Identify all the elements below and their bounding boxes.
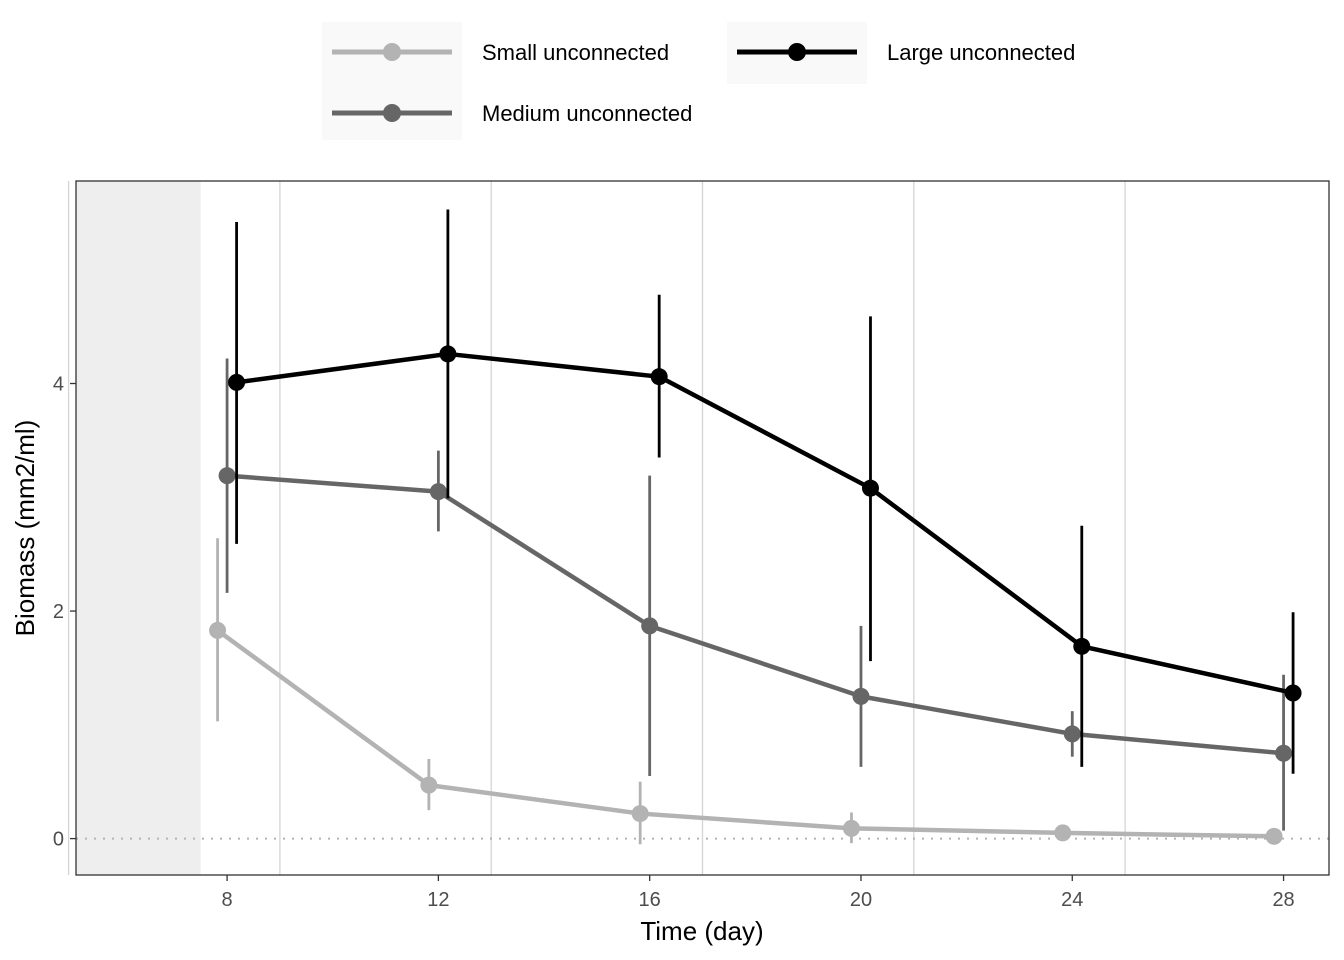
data-point <box>641 617 659 635</box>
legend-label-small: Small unconnected <box>482 40 669 65</box>
data-point <box>429 483 447 501</box>
data-point <box>228 373 246 391</box>
legend-key-large-point <box>788 43 806 61</box>
vertical-gridlines <box>67 181 1126 875</box>
series-large-unconnected <box>228 209 1302 774</box>
x-tick-label: 28 <box>1272 889 1294 911</box>
legend-key-small-point <box>383 43 401 61</box>
y-axis: 0 2 4 <box>53 374 76 851</box>
series-line <box>236 351 1294 696</box>
data-point <box>420 776 438 794</box>
legend-key-medium-point <box>383 104 401 122</box>
shaded-region <box>76 181 201 875</box>
data-point <box>842 819 860 837</box>
legend-label-medium: Medium unconnected <box>482 101 692 126</box>
data-point <box>1275 744 1293 762</box>
x-axis: 8 12 16 20 24 28 <box>222 875 1295 911</box>
x-tick-label: 16 <box>639 889 661 911</box>
plot-panel <box>67 180 1330 876</box>
data-point <box>631 805 649 823</box>
legend-item-medium: Medium unconnected <box>322 84 692 140</box>
data-point <box>852 687 870 705</box>
panel-border <box>75 180 1330 876</box>
legend-label-large: Large unconnected <box>887 40 1075 65</box>
data-point <box>209 621 227 639</box>
data-point <box>1265 827 1283 845</box>
legend-item-large: Large unconnected <box>727 22 1075 84</box>
y-tick-label: 2 <box>53 601 64 623</box>
y-tick-label: 4 <box>53 374 64 396</box>
data-point <box>1073 637 1091 655</box>
y-axis-title: Biomass (mm2/ml) <box>10 420 40 637</box>
series-line <box>226 473 1284 756</box>
legend-item-small: Small unconnected <box>322 22 669 84</box>
data-point <box>1054 824 1072 842</box>
data-point <box>1063 725 1081 743</box>
y-tick-label: 0 <box>53 829 64 851</box>
data-point <box>650 368 668 386</box>
series-medium-unconnected <box>218 358 1293 831</box>
x-tick-label: 8 <box>222 889 233 911</box>
x-tick-label: 12 <box>427 889 449 911</box>
series-small-unconnected <box>209 538 1283 845</box>
data-point <box>439 345 457 363</box>
data-point <box>218 467 236 485</box>
x-tick-label: 20 <box>850 889 872 911</box>
data-point <box>1284 684 1302 702</box>
legend: Small unconnected Large unconnected Medi… <box>322 22 1075 140</box>
x-axis-title: Time (day) <box>640 916 763 946</box>
series-layer <box>209 209 1302 845</box>
x-tick-label: 24 <box>1061 889 1083 911</box>
series-line <box>216 628 1275 839</box>
data-point <box>861 479 879 497</box>
